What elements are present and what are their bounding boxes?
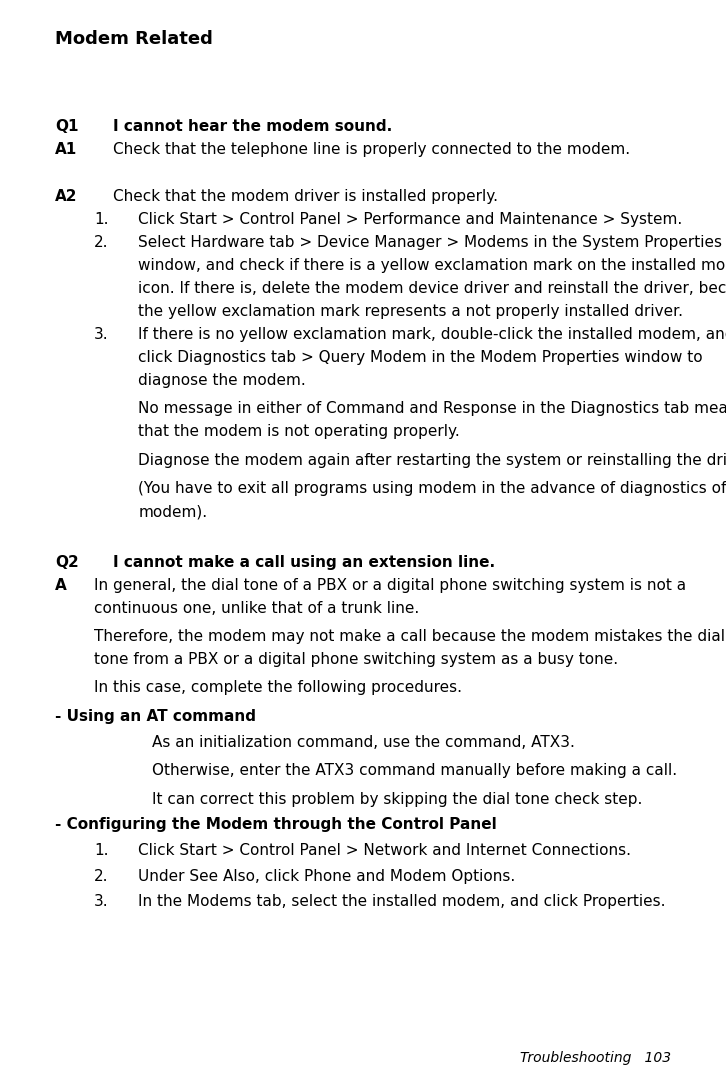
Text: A2: A2 xyxy=(55,190,78,205)
Text: Therefore, the modem may not make a call because the modem mistakes the dial: Therefore, the modem may not make a call… xyxy=(94,629,725,644)
Text: 1.: 1. xyxy=(94,213,108,228)
Text: continuous one, unlike that of a trunk line.: continuous one, unlike that of a trunk l… xyxy=(94,601,419,616)
Text: diagnose the modem.: diagnose the modem. xyxy=(139,373,306,388)
Text: In the Modems tab, select the installed modem, and click Properties.: In the Modems tab, select the installed … xyxy=(139,894,666,909)
Text: 3.: 3. xyxy=(94,894,108,909)
Text: Q1: Q1 xyxy=(55,119,78,134)
Text: If there is no yellow exclamation mark, double-click the installed modem, and: If there is no yellow exclamation mark, … xyxy=(139,327,726,342)
Text: Diagnose the modem again after restarting the system or reinstalling the driver.: Diagnose the modem again after restartin… xyxy=(139,452,726,468)
Text: 2.: 2. xyxy=(94,235,108,251)
Text: the yellow exclamation mark represents a not properly installed driver.: the yellow exclamation mark represents a… xyxy=(139,304,683,319)
Text: 3.: 3. xyxy=(94,327,108,342)
Text: In this case, complete the following procedures.: In this case, complete the following pro… xyxy=(94,680,462,695)
Text: Troubleshooting   103: Troubleshooting 103 xyxy=(520,1051,671,1065)
Text: I cannot make a call using an extension line.: I cannot make a call using an extension … xyxy=(113,555,495,570)
Text: No message in either of Command and Response in the Diagnostics tab means: No message in either of Command and Resp… xyxy=(139,401,726,416)
Text: A1: A1 xyxy=(55,142,77,157)
Text: Select Hardware tab > Device Manager > Modems in the System Properties: Select Hardware tab > Device Manager > M… xyxy=(139,235,722,251)
Text: click Diagnostics tab > Query Modem in the Modem Properties window to: click Diagnostics tab > Query Modem in t… xyxy=(139,350,703,365)
Text: Modem Related: Modem Related xyxy=(55,31,213,48)
Text: As an initialization command, use the command, ATX3.: As an initialization command, use the co… xyxy=(152,735,575,750)
Text: window, and check if there is a yellow exclamation mark on the installed modem: window, and check if there is a yellow e… xyxy=(139,258,726,274)
Text: Check that the telephone line is properly connected to the modem.: Check that the telephone line is properl… xyxy=(113,142,630,157)
Text: that the modem is not operating properly.: that the modem is not operating properly… xyxy=(139,424,460,439)
Text: Click Start > Control Panel > Performance and Maintenance > System.: Click Start > Control Panel > Performanc… xyxy=(139,213,682,228)
Text: - Using an AT command: - Using an AT command xyxy=(55,708,256,724)
Text: icon. If there is, delete the modem device driver and reinstall the driver, beca: icon. If there is, delete the modem devi… xyxy=(139,281,726,296)
Text: (You have to exit all programs using modem in the advance of diagnostics of the: (You have to exit all programs using mod… xyxy=(139,481,726,496)
Text: - Configuring the Modem through the Control Panel: - Configuring the Modem through the Cont… xyxy=(55,818,497,833)
Text: Q2: Q2 xyxy=(55,555,78,570)
Text: It can correct this problem by skipping the dial tone check step.: It can correct this problem by skipping … xyxy=(152,791,643,807)
Text: A: A xyxy=(55,578,67,593)
Text: I cannot hear the modem sound.: I cannot hear the modem sound. xyxy=(113,119,393,134)
Text: tone from a PBX or a digital phone switching system as a busy tone.: tone from a PBX or a digital phone switc… xyxy=(94,652,618,667)
Text: Otherwise, enter the ATX3 command manually before making a call.: Otherwise, enter the ATX3 command manual… xyxy=(152,763,677,778)
Text: modem).: modem). xyxy=(139,504,208,519)
Text: Click Start > Control Panel > Network and Internet Connections.: Click Start > Control Panel > Network an… xyxy=(139,843,632,858)
Text: 2.: 2. xyxy=(94,869,108,884)
Text: Under See Also, click Phone and Modem Options.: Under See Also, click Phone and Modem Op… xyxy=(139,869,515,884)
Text: In general, the dial tone of a PBX or a digital phone switching system is not a: In general, the dial tone of a PBX or a … xyxy=(94,578,686,593)
Text: Check that the modem driver is installed properly.: Check that the modem driver is installed… xyxy=(113,190,498,205)
Text: 1.: 1. xyxy=(94,843,108,858)
